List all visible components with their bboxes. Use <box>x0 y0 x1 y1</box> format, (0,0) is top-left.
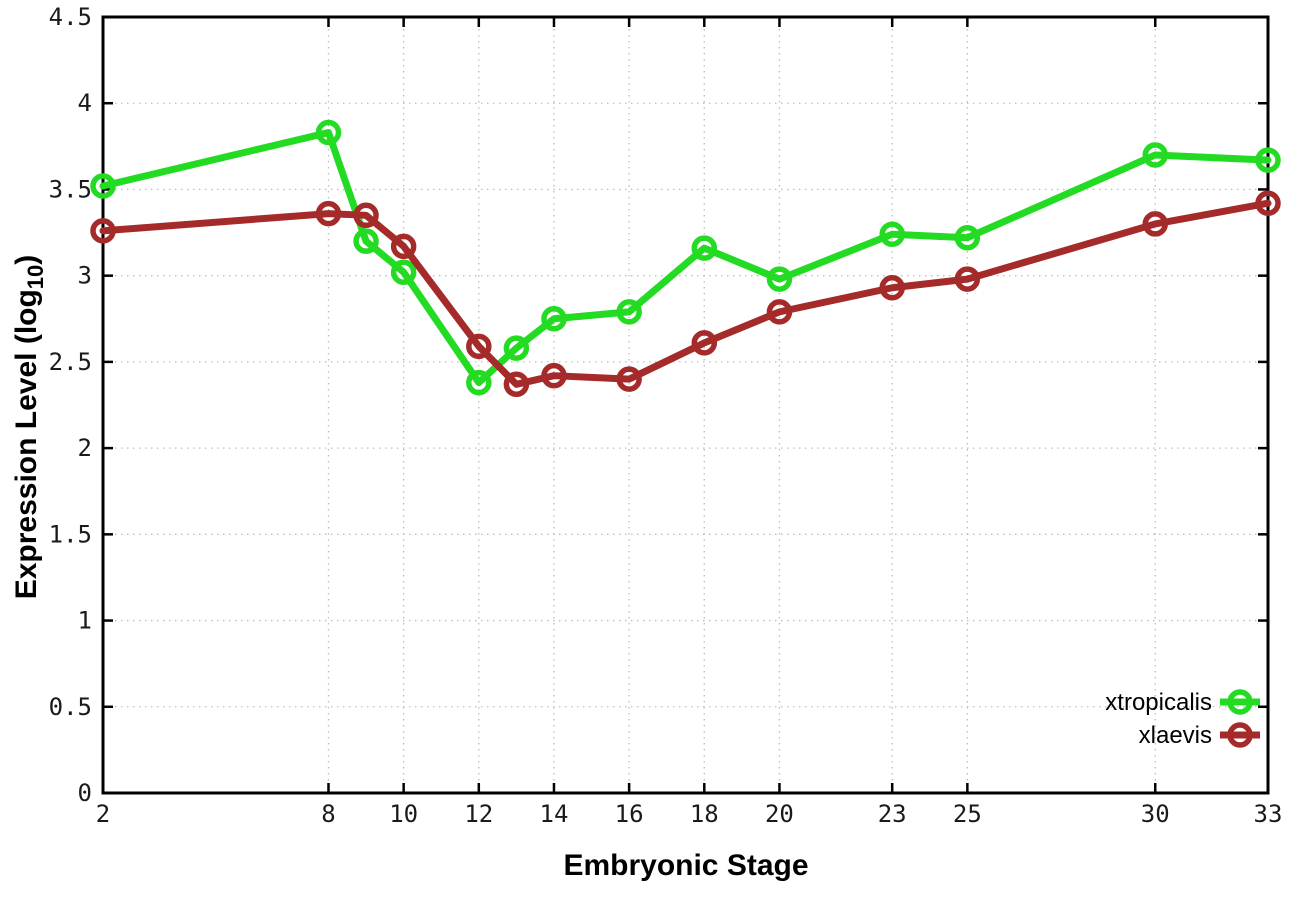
data-point-marker-xtropicalis <box>503 335 530 361</box>
data-point-marker-xtropicalis <box>766 266 793 292</box>
y-axis-label: Expression Level (log10) <box>10 255 48 600</box>
legend-label-xtropicalis: xtropicalis <box>1105 689 1212 716</box>
y-tick-label: 3 <box>78 262 92 290</box>
data-point-marker-xtropicalis <box>1255 147 1281 173</box>
data-point-marker-xtropicalis <box>616 299 642 325</box>
x-tick-label: 25 <box>953 800 982 828</box>
legend-marker-xtropicalis <box>1227 689 1253 715</box>
x-tick-label: 33 <box>1254 800 1283 828</box>
data-point-marker-xtropicalis <box>90 173 116 199</box>
x-tick-label: 30 <box>1141 800 1170 828</box>
x-tick-label: 8 <box>321 800 335 828</box>
legend-item-xtropicalis: xtropicalis <box>1105 689 1260 716</box>
data-point-marker-xlaevis <box>90 218 116 244</box>
series-xlaevis <box>90 190 1281 398</box>
data-point-marker-xlaevis <box>541 362 567 389</box>
x-tick-label: 12 <box>464 800 493 828</box>
data-point-marker-xlaevis <box>766 299 793 325</box>
data-point-marker-xlaevis <box>503 371 530 398</box>
data-point-marker-xtropicalis <box>315 119 342 146</box>
series-xtropicalis <box>90 119 1281 396</box>
data-point-marker-xlaevis <box>315 200 342 227</box>
x-tick-label: 14 <box>540 800 569 828</box>
data-point-marker-xtropicalis <box>353 228 379 254</box>
legend-label-xlaevis: xlaevis <box>1139 722 1212 749</box>
x-tick-label: 16 <box>615 800 644 828</box>
legend-item-xlaevis: xlaevis <box>1139 722 1260 749</box>
y-tick-label: 3.5 <box>49 175 92 203</box>
x-tick-label: 18 <box>690 800 719 828</box>
data-point-marker-xlaevis <box>466 333 492 360</box>
x-tick-label: 23 <box>878 800 907 828</box>
data-point-marker-xlaevis <box>1142 211 1169 237</box>
data-point-marker-xtropicalis <box>954 224 981 251</box>
data-point-marker-xtropicalis <box>541 306 567 332</box>
x-axis-label: Embryonic Stage <box>563 849 808 882</box>
y-tick-label: 0.5 <box>49 693 92 721</box>
y-tick-label: 0 <box>78 779 92 807</box>
y-tick-label: 2 <box>78 434 92 462</box>
data-point-marker-xtropicalis <box>390 259 417 285</box>
y-tick-label: 2.5 <box>49 348 92 376</box>
data-point-marker-xlaevis <box>954 266 981 292</box>
x-tick-label: 10 <box>389 800 418 828</box>
data-point-marker-xtropicalis <box>1142 142 1169 168</box>
tick-marks <box>101 15 1270 795</box>
data-point-marker-xlaevis <box>353 202 379 229</box>
data-point-marker-xtropicalis <box>466 369 492 396</box>
x-tick-label: 2 <box>96 800 110 828</box>
data-point-marker-xlaevis <box>879 274 905 301</box>
legend: xtropicalis xlaevis <box>1105 689 1260 749</box>
data-point-marker-xlaevis <box>691 330 718 356</box>
legend-marker-xlaevis <box>1227 722 1253 748</box>
data-point-marker-xlaevis <box>1255 190 1281 216</box>
plot-border <box>101 15 1270 795</box>
y-tick-label: 1.5 <box>49 520 92 548</box>
data-point-marker-xtropicalis <box>879 221 905 248</box>
data-point-marker-xlaevis <box>390 233 417 260</box>
y-tick-label: 1 <box>78 607 92 635</box>
data-point-marker-xlaevis <box>616 366 642 392</box>
y-tick-label: 4.5 <box>49 3 92 31</box>
data-point-marker-xtropicalis <box>691 235 718 261</box>
y-tick-label: 4 <box>78 89 92 117</box>
x-tick-label: 20 <box>765 800 794 828</box>
